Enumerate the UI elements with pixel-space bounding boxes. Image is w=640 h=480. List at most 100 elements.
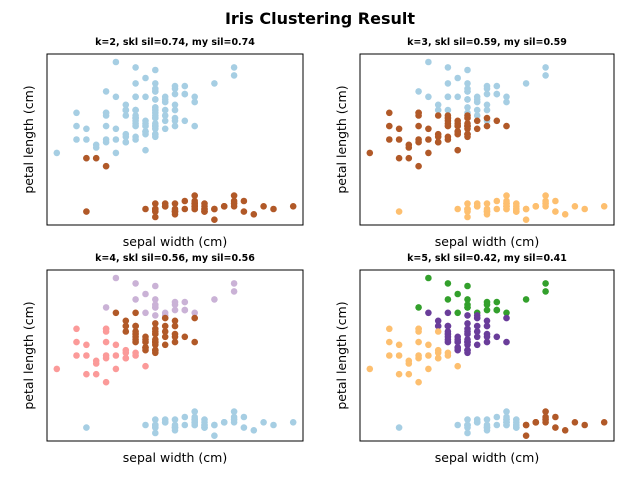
scatter-point: [73, 338, 80, 346]
scatter-point: [444, 296, 452, 303]
scatter-point: [464, 320, 471, 327]
scatter-point: [444, 328, 452, 335]
scatter-point: [152, 130, 159, 138]
scatter-point: [122, 101, 130, 109]
scatter-point: [211, 80, 218, 87]
scatter-point: [493, 90, 501, 98]
scatter-point: [152, 312, 159, 319]
scatter-point: [425, 149, 432, 157]
scatter-point: [405, 360, 413, 367]
scatter-point: [250, 211, 258, 218]
scatter-point: [181, 333, 189, 341]
scatter-point: [542, 408, 549, 415]
scatter-point: [152, 205, 159, 213]
scatter-point: [152, 282, 159, 290]
scatter-point: [454, 205, 462, 213]
scatter-point: [552, 413, 559, 421]
scatter-point: [552, 424, 559, 431]
scatter-point: [473, 312, 481, 319]
scatter-point: [552, 208, 559, 215]
scatter-point: [181, 421, 189, 429]
scatter-point: [444, 64, 452, 71]
scatter-point: [181, 205, 189, 213]
scatter-point: [112, 274, 120, 282]
scatter-point: [415, 338, 422, 346]
scatter-point: [571, 419, 579, 426]
scatter-point: [473, 117, 481, 125]
scatter-point: [132, 64, 139, 71]
scatter-point: [289, 203, 297, 210]
scatter-point: [522, 421, 530, 429]
scatter-point: [191, 419, 198, 426]
scatter-point: [171, 330, 179, 338]
scatter-point: [92, 370, 100, 378]
scatter-point: [513, 421, 520, 429]
scatter-point: [473, 341, 481, 349]
scatter-point: [415, 88, 422, 95]
scatter-point: [425, 125, 432, 133]
scatter-point: [513, 416, 520, 423]
scatter-point: [161, 322, 169, 330]
scatter-point: [92, 154, 100, 162]
scatter-point: [171, 416, 179, 423]
scatter-point: [112, 341, 120, 349]
scatter-point: [503, 338, 510, 346]
scatter-point: [542, 72, 549, 79]
scatter-point: [464, 96, 471, 103]
scatter-point: [493, 117, 501, 125]
scatter-point: [260, 203, 267, 210]
scatter-point: [522, 296, 530, 303]
scatter-point: [181, 90, 189, 98]
scatter-point: [581, 205, 588, 213]
scatter-point: [503, 98, 510, 106]
scatter-point: [122, 354, 130, 362]
scatter-point: [73, 136, 80, 143]
scatter-point: [483, 205, 491, 213]
scatter-point: [152, 120, 159, 127]
scatter-point: [152, 346, 159, 354]
scatter-point: [464, 104, 471, 111]
subplot-1: k=2, skl sil=0.74, my sil=0.74 sepal widt…: [21, 37, 304, 249]
scatter-point: [483, 330, 491, 338]
scatter-point: [444, 338, 452, 346]
scatter-point: [53, 365, 61, 373]
scatter-point: [112, 93, 120, 101]
y-axis-label: petal length (cm): [334, 85, 349, 193]
scatter-point: [211, 205, 218, 213]
scatter-point: [493, 205, 501, 213]
scatter-point: [532, 419, 540, 426]
scatter-point: [434, 322, 442, 330]
scatter-point: [142, 122, 149, 130]
scatter-point: [503, 419, 510, 426]
scatter-point: [483, 106, 491, 114]
scatter-point: [161, 314, 169, 322]
scatter-point: [53, 149, 61, 157]
scatter-point: [132, 349, 139, 357]
scatter-point: [386, 109, 393, 117]
scatter-point: [483, 338, 491, 346]
scatter-point: [240, 197, 248, 205]
scatter-point: [444, 280, 452, 287]
scatter-point: [464, 66, 471, 74]
scatter-point: [473, 98, 481, 106]
scatter-point: [171, 122, 179, 130]
scatter-point: [102, 352, 110, 359]
scatter-point: [142, 344, 149, 351]
plot-frame: [46, 269, 304, 442]
scatter-point: [142, 93, 149, 101]
scatter-point: [240, 424, 248, 431]
scatter-point: [161, 341, 169, 349]
scatter-point: [161, 419, 169, 426]
scatter-point: [73, 109, 80, 117]
scatter-point: [444, 106, 452, 114]
scatter-point: [464, 304, 471, 311]
scatter-point: [395, 125, 403, 133]
scatter-point: [483, 90, 491, 98]
scatter-point: [142, 146, 149, 154]
scatter-point: [260, 419, 267, 426]
scatter-point: [152, 80, 159, 87]
scatter-point: [83, 136, 90, 143]
scatter-point: [464, 120, 471, 127]
scatter-point: [122, 322, 130, 330]
scatter-point: [464, 80, 471, 87]
